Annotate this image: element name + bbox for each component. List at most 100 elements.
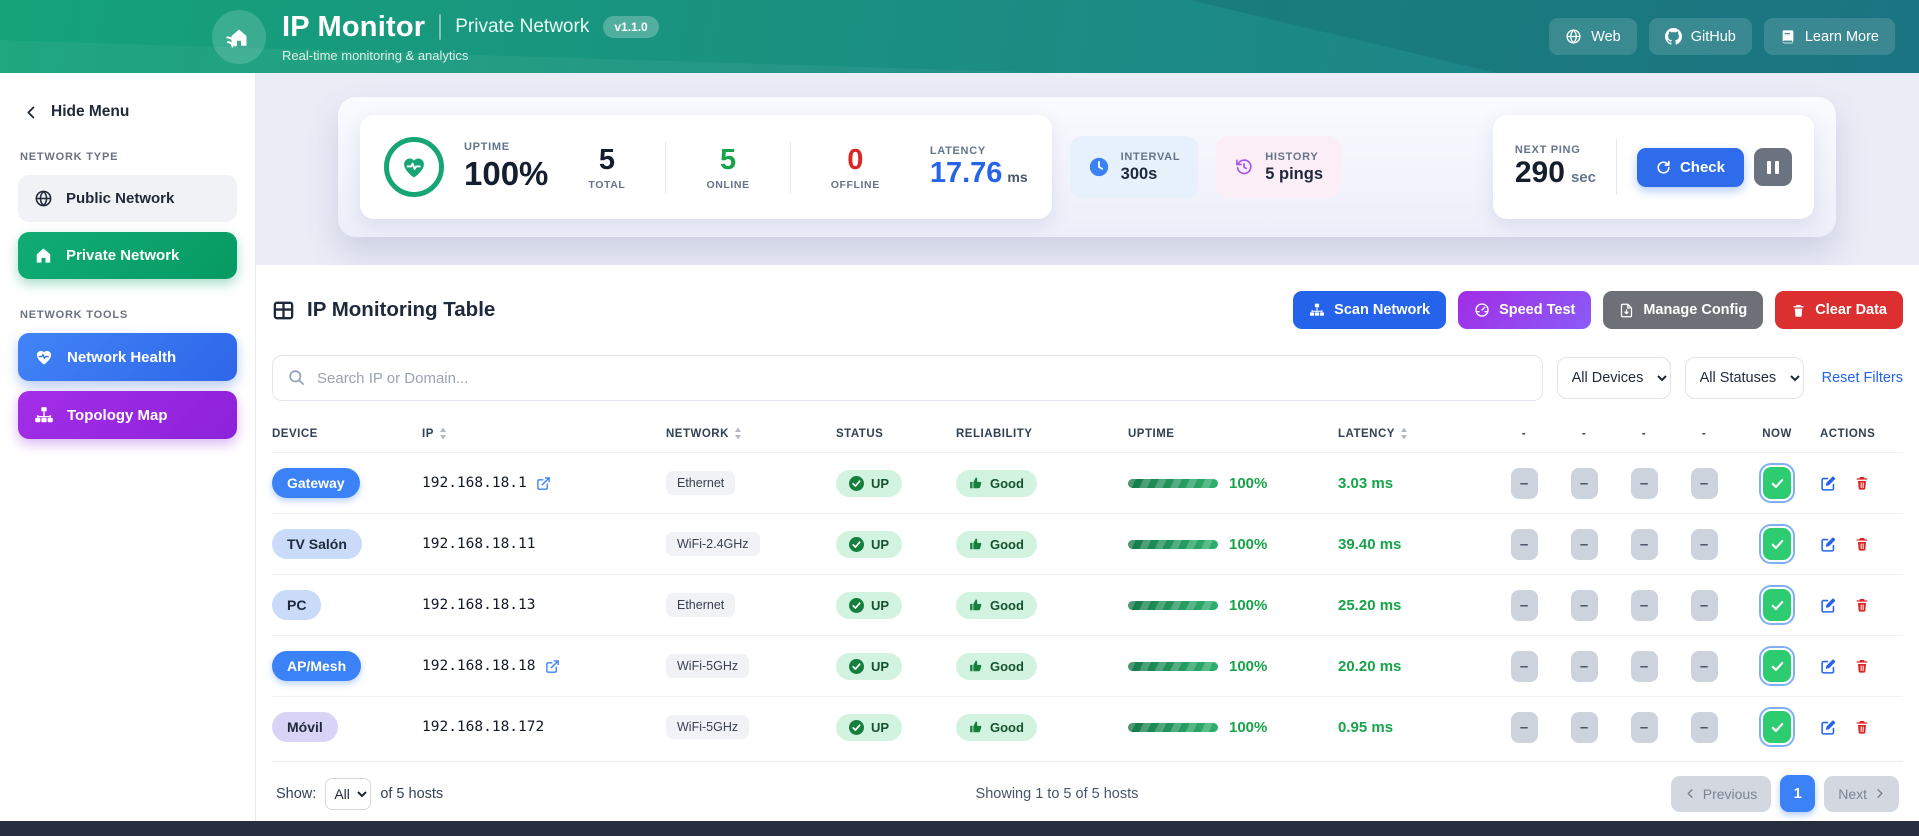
column-header-latency[interactable]: LATENCY — [1338, 427, 1494, 440]
history-slot-button[interactable]: – — [1510, 528, 1538, 560]
now-status-button[interactable] — [1763, 528, 1791, 560]
edit-button[interactable] — [1820, 719, 1837, 736]
latency-stat: LATENCY 17.76 ms — [930, 145, 1028, 190]
check-icon — [1771, 478, 1783, 488]
delete-button[interactable] — [1854, 658, 1870, 674]
external-link-icon[interactable] — [545, 659, 560, 674]
sidebar-item-topology-map[interactable]: Topology Map — [18, 391, 237, 439]
edit-button[interactable] — [1820, 597, 1837, 614]
edit-icon — [1821, 536, 1836, 552]
latency-unit: ms — [1007, 168, 1028, 185]
history-slot-button[interactable]: – — [1690, 650, 1718, 682]
delete-button[interactable] — [1854, 719, 1870, 735]
pagination-summary: Showing 1 to 5 of 5 hosts — [975, 785, 1139, 802]
history-slot-button[interactable]: – — [1630, 711, 1658, 743]
network-name: Private Network — [455, 16, 590, 37]
version-badge: v1.1.0 — [603, 16, 659, 38]
history-slot-button[interactable]: – — [1690, 528, 1718, 560]
sitemap-icon — [1310, 303, 1325, 316]
edit-button[interactable] — [1820, 536, 1837, 553]
history-slot-button[interactable]: – — [1570, 711, 1598, 743]
delete-button[interactable] — [1854, 536, 1870, 552]
history-chip: HISTORY 5 pings — [1216, 136, 1342, 198]
speed-test-button[interactable]: Speed Test — [1458, 291, 1592, 329]
edit-button[interactable] — [1820, 658, 1837, 675]
device-badge[interactable]: TV Salón — [272, 529, 362, 559]
delete-icon — [1856, 538, 1868, 551]
sidebar-item-label: Topology Map — [67, 406, 168, 424]
manage-config-button[interactable]: Manage Config — [1603, 291, 1764, 329]
history-slot-button[interactable]: – — [1570, 467, 1598, 499]
external-link-icon[interactable] — [536, 476, 551, 491]
edit-icon — [1821, 475, 1836, 491]
interval-value: 300s — [1120, 164, 1158, 183]
header-nav: Web GitHub Learn More — [1549, 18, 1895, 55]
sidebar-item-public-network[interactable]: Public Network — [18, 175, 237, 222]
hosts-suffix: of 5 hosts — [380, 785, 444, 802]
page-size-select[interactable]: All — [325, 777, 372, 810]
column-header-ip[interactable]: IP — [422, 427, 666, 440]
check-button-label: Check — [1679, 158, 1725, 176]
device-filter-select[interactable]: All Devices — [1556, 357, 1671, 399]
status-badge: UP — [836, 652, 903, 680]
now-status-button[interactable] — [1763, 711, 1791, 743]
latency-value: 17.76 — [929, 156, 1003, 189]
now-status-ring — [1759, 646, 1795, 686]
reliability-badge: Good — [956, 652, 1037, 680]
sidebar-item-private-network[interactable]: Private Network — [18, 232, 237, 279]
history-slot-button[interactable]: – — [1630, 467, 1658, 499]
gauge-icon — [1475, 303, 1489, 317]
device-badge[interactable]: Móvil — [272, 712, 338, 742]
pause-button[interactable] — [1754, 148, 1792, 186]
status-filter-select[interactable]: All Statuses — [1684, 357, 1804, 399]
filter-row: All Devices All Statuses Reset Filters — [272, 355, 1903, 401]
thumbs-up-icon — [970, 721, 982, 733]
reset-filters-link[interactable]: Reset Filters — [1821, 370, 1903, 386]
history-slot-button[interactable]: – — [1630, 650, 1658, 682]
history-slot-button[interactable]: – — [1570, 528, 1598, 560]
now-status-button[interactable] — [1763, 467, 1791, 499]
scan-network-button[interactable]: Scan Network — [1293, 291, 1447, 329]
history-slot-button[interactable]: – — [1690, 467, 1718, 499]
sidebar-item-label: Network Health — [67, 348, 177, 366]
sidebar-item-network-health[interactable]: Network Health — [18, 333, 237, 381]
history-slot-button[interactable]: – — [1510, 467, 1538, 499]
clear-data-button[interactable]: Clear Data — [1775, 291, 1903, 329]
delete-button[interactable] — [1854, 597, 1870, 613]
interval-chip: INTERVAL 300s — [1069, 136, 1199, 198]
github-button[interactable]: GitHub — [1648, 18, 1752, 55]
app-logo — [212, 9, 266, 64]
online-label: ONLINE — [706, 178, 750, 191]
sort-icon — [734, 427, 741, 440]
history-slot-button[interactable]: – — [1510, 711, 1538, 743]
history-slot-button[interactable]: – — [1630, 528, 1658, 560]
now-status-button[interactable] — [1763, 650, 1791, 682]
delete-button[interactable] — [1854, 475, 1870, 491]
current-page-button[interactable]: 1 — [1780, 775, 1816, 812]
next-page-button[interactable]: Next — [1824, 775, 1899, 812]
check-now-button[interactable]: Check — [1636, 147, 1744, 187]
previous-page-button[interactable]: Previous — [1670, 775, 1772, 812]
heart-pulse-icon — [36, 350, 52, 365]
uptime-bar — [1128, 600, 1218, 610]
hide-menu-button[interactable]: Hide Menu — [18, 103, 129, 121]
column-header-network[interactable]: NETWORK — [666, 427, 836, 440]
history-slot-button[interactable]: – — [1630, 589, 1658, 621]
web-button[interactable]: Web — [1549, 18, 1637, 55]
search-input[interactable] — [272, 355, 1543, 401]
device-badge[interactable]: PC — [272, 590, 322, 620]
now-status-button[interactable] — [1763, 589, 1791, 621]
table-header-row: DEVICE IP NETWORK STATUS RELIABILITY UPTIME LA… — [272, 427, 1903, 452]
history-slot-button[interactable]: – — [1570, 589, 1598, 621]
learn-more-button[interactable]: Learn More — [1763, 18, 1895, 55]
history-slot-button[interactable]: – — [1510, 589, 1538, 621]
total-stat: 5 TOTAL — [568, 144, 645, 191]
device-badge[interactable]: AP/Mesh — [272, 651, 362, 681]
device-badge[interactable]: Gateway — [272, 468, 360, 498]
edit-button[interactable] — [1820, 475, 1837, 492]
history-slot-button[interactable]: – — [1690, 711, 1718, 743]
history-slot-button[interactable]: – — [1510, 650, 1538, 682]
history-slot-button[interactable]: – — [1570, 650, 1598, 682]
history-slot-button[interactable]: – — [1690, 589, 1718, 621]
clear-data-label: Clear Data — [1815, 302, 1887, 318]
